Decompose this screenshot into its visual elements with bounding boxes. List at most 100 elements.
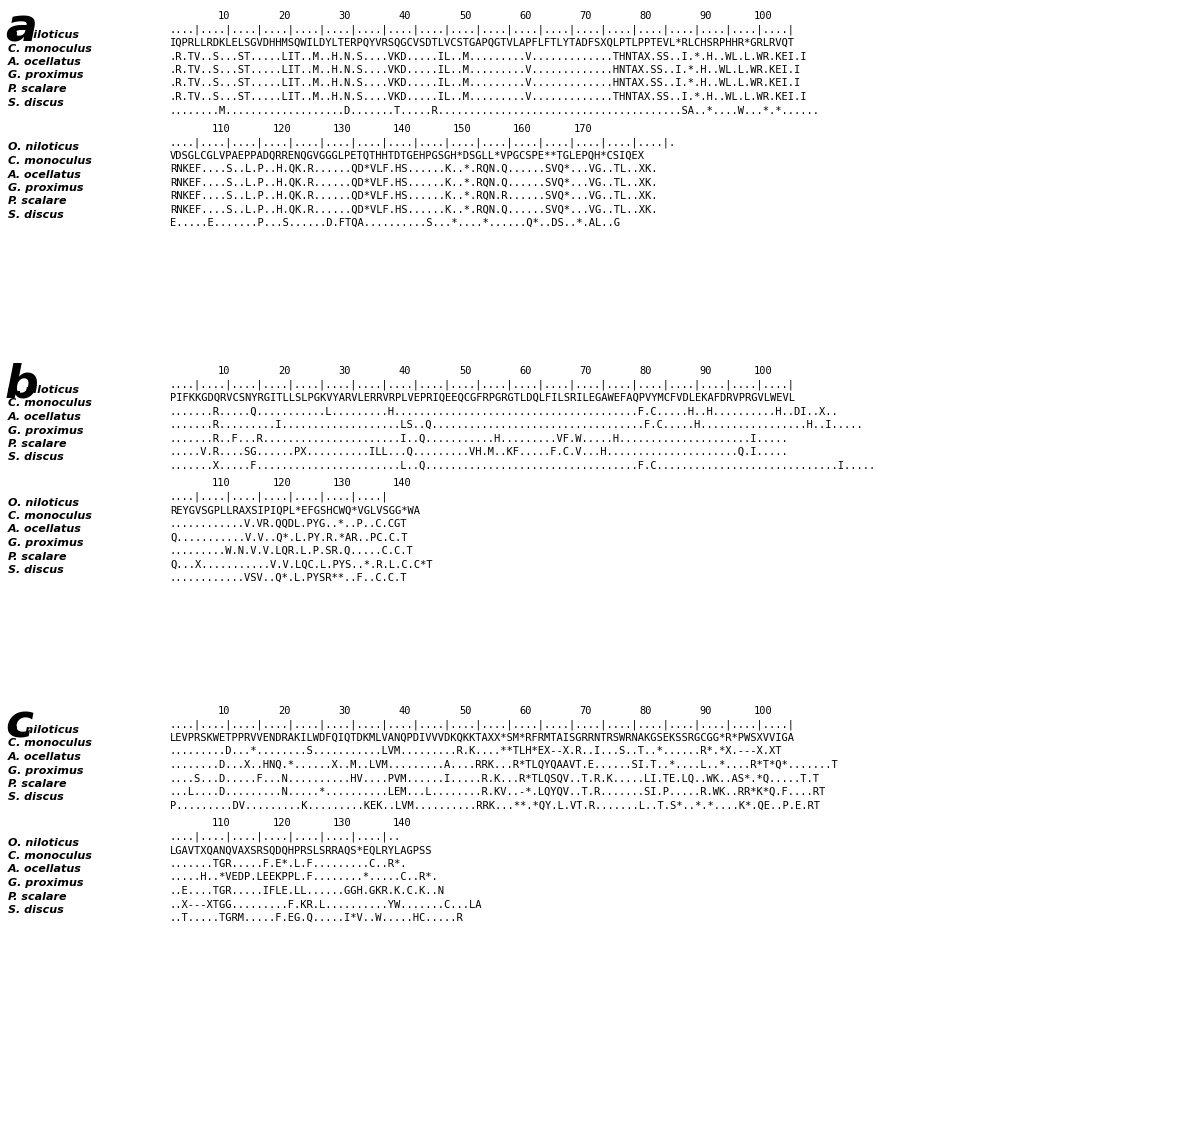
Text: 50: 50: [458, 365, 472, 376]
Text: 120: 120: [272, 123, 292, 133]
Text: 160: 160: [514, 123, 532, 133]
Text: 20: 20: [278, 706, 290, 716]
Text: .....H..*VEDP.LEEKPPL.F........*.....C..R*.: .....H..*VEDP.LEEKPPL.F........*.....C..…: [170, 872, 439, 882]
Text: 140: 140: [392, 478, 412, 488]
Text: P.........DV.........K.........KEK..LVM..........RRK...**.*QY.L.VT.R.......L..T.: P.........DV.........K.........KEK..LVM.…: [170, 801, 820, 811]
Text: RNKEF....S..L.P..H.QK.R......QD*VLF.HS......K..*.RQN.Q......SVQ*...VG..TL..XK.: RNKEF....S..L.P..H.QK.R......QD*VLF.HS..…: [170, 204, 658, 214]
Text: 80: 80: [640, 706, 652, 716]
Text: A. ocellatus: A. ocellatus: [8, 864, 82, 874]
Text: 40: 40: [398, 706, 412, 716]
Text: ....|....|....|....|....|....|....|....|....|....|....|....|....|....|....|....|: ....|....|....|....|....|....|....|....|…: [170, 25, 796, 35]
Text: 100: 100: [754, 706, 773, 716]
Text: ....|....|....|....|....|....|....|....|....|....|....|....|....|....|....|....|: ....|....|....|....|....|....|....|....|…: [170, 379, 796, 390]
Text: RNKEF....S..L.P..H.QK.R......QD*VLF.HS......K..*.RQN.R......SVQ*...VG..TL..XK.: RNKEF....S..L.P..H.QK.R......QD*VLF.HS..…: [170, 191, 658, 201]
Text: C. monoculus: C. monoculus: [8, 398, 92, 408]
Text: .......X.....F.......................L..Q..................................F.C..: .......X.....F.......................L..…: [170, 460, 876, 470]
Text: 130: 130: [332, 478, 352, 488]
Text: 130: 130: [332, 123, 352, 133]
Text: 10: 10: [218, 365, 230, 376]
Text: .........W.N.V.V.LQR.L.P.SR.Q.....C.C.T: .........W.N.V.V.LQR.L.P.SR.Q.....C.C.T: [170, 546, 414, 556]
Text: REYGVSGPLLRAXSIPIQPL*EFGSHCWQ*VGLVSGG*WA: REYGVSGPLLRAXSIPIQPL*EFGSHCWQ*VGLVSGG*WA: [170, 505, 420, 515]
Text: .R.TV..S...ST.....LIT..M..H.N.S....VKD.....IL..M.........V.............HNTAX.SS.: .R.TV..S...ST.....LIT..M..H.N.S....VKD..…: [170, 65, 802, 74]
Text: 40: 40: [398, 365, 412, 376]
Text: 50: 50: [458, 11, 472, 21]
Text: a: a: [5, 7, 37, 52]
Text: ....|....|....|....|....|....|....|: ....|....|....|....|....|....|....|: [170, 492, 389, 502]
Text: C. monoculus: C. monoculus: [8, 511, 92, 521]
Text: RNKEF....S..L.P..H.QK.R......QD*VLF.HS......K..*.RQN.Q......SVQ*...VG..TL..XK.: RNKEF....S..L.P..H.QK.R......QD*VLF.HS..…: [170, 164, 658, 174]
Text: 110: 110: [212, 123, 230, 133]
Text: P. scalare: P. scalare: [8, 439, 66, 449]
Text: 140: 140: [392, 819, 412, 828]
Text: S. discus: S. discus: [8, 905, 64, 915]
Text: P. scalare: P. scalare: [8, 779, 66, 788]
Text: 70: 70: [580, 365, 592, 376]
Text: C. monoculus: C. monoculus: [8, 156, 92, 166]
Text: ....S...D.....F...N..........HV....PVM......I.....R.K...R*TLQSQV..T.R.K.....LI.T: ....S...D.....F...N..........HV....PVM..…: [170, 774, 820, 784]
Text: ....|....|....|....|....|....|....|..: ....|....|....|....|....|....|....|..: [170, 832, 401, 843]
Text: 50: 50: [458, 706, 472, 716]
Text: C. monoculus: C. monoculus: [8, 851, 92, 861]
Text: LGAVTXQANQVAXSRSQDQHPRSLSRRAQS*EQLRYLAGPSS: LGAVTXQANQVAXSRSQDQHPRSLSRRAQS*EQLRYLAGP…: [170, 846, 432, 855]
Text: A. ocellatus: A. ocellatus: [8, 412, 82, 422]
Text: 90: 90: [700, 706, 713, 716]
Text: 60: 60: [520, 706, 532, 716]
Text: 120: 120: [272, 478, 292, 488]
Text: O. niloticus: O. niloticus: [8, 30, 79, 39]
Text: IQPRLLRDKLELSGVDHHMSQWILDYLTERPQYVRSQGCVSDTLVCSTGAPQGTVLAPFLFTLYTADFSXQLPTLPPTEV: IQPRLLRDKLELSGVDHHMSQWILDYLTERPQYVRSQGCV…: [170, 38, 796, 49]
Text: 110: 110: [212, 478, 230, 488]
Text: Q...X...........V.V.LQC.L.PYS..*.R.L.C.C*T: Q...X...........V.V.LQC.L.PYS..*.R.L.C.C…: [170, 559, 432, 570]
Text: 150: 150: [452, 123, 472, 133]
Text: 170: 170: [574, 123, 592, 133]
Text: ..T.....TGRM.....F.EG.Q.....I*V..W.....HC.....R: ..T.....TGRM.....F.EG.Q.....I*V..W.....H…: [170, 913, 463, 923]
Text: 60: 60: [520, 11, 532, 21]
Text: 60: 60: [520, 365, 532, 376]
Text: VDSGLCGLVPAEPPADQRRENQGVGGGLPETQTHHTDTGEHPGSGH*DSGLL*VPGCSPE**TGLEPQH*CSIQEX: VDSGLCGLVPAEPPADQRRENQGVGGGLPETQTHHTDTGE…: [170, 150, 646, 160]
Text: RNKEF....S..L.P..H.QK.R......QD*VLF.HS......K..*.RQN.Q......SVQ*...VG..TL..XK.: RNKEF....S..L.P..H.QK.R......QD*VLF.HS..…: [170, 177, 658, 187]
Text: .......R..F...R......................I..Q...........H.........VF.W.....H........: .......R..F...R......................I..…: [170, 433, 788, 443]
Text: 120: 120: [272, 819, 292, 828]
Text: E.....E.......P...S......D.FTQA..........S...*....*......Q*..DS..*.AL..G: E.....E.......P...S......D.FTQA.........…: [170, 218, 620, 228]
Text: 140: 140: [392, 123, 412, 133]
Text: .R.TV..S...ST.....LIT..M..H.N.S....VKD.....IL..M.........V.............THNTAX.SS: .R.TV..S...ST.....LIT..M..H.N.S....VKD..…: [170, 92, 808, 102]
Text: 90: 90: [700, 365, 713, 376]
Text: 20: 20: [278, 365, 290, 376]
Text: ........D...X..HNQ.*......X..M..LVM.........A....RRK...R*TLQYQAAVT.E......SI.T..: ........D...X..HNQ.*......X..M..LVM.....…: [170, 760, 839, 770]
Text: 70: 70: [580, 11, 592, 21]
Text: O. niloticus: O. niloticus: [8, 725, 79, 735]
Text: A. ocellatus: A. ocellatus: [8, 58, 82, 67]
Text: A. ocellatus: A. ocellatus: [8, 525, 82, 535]
Text: ..X---XTGG.........F.KR.L..........YW.......C...LA: ..X---XTGG.........F.KR.L..........YW...…: [170, 899, 482, 909]
Text: Q...........V.V..Q*.L.PY.R.*AR..PC.C.T: Q...........V.V..Q*.L.PY.R.*AR..PC.C.T: [170, 532, 408, 543]
Text: G. proximus: G. proximus: [8, 70, 84, 80]
Text: c: c: [5, 702, 34, 747]
Text: .......R.........I...................LS..Q..................................F.C.: .......R.........I...................LS.…: [170, 420, 864, 430]
Text: C. monoculus: C. monoculus: [8, 739, 92, 749]
Text: G. proximus: G. proximus: [8, 538, 84, 548]
Text: 100: 100: [754, 11, 773, 21]
Text: A. ocellatus: A. ocellatus: [8, 752, 82, 763]
Text: 130: 130: [332, 819, 352, 828]
Text: G. proximus: G. proximus: [8, 183, 84, 193]
Text: .....V.R....SG......PX..........ILL...Q.........VH.M..KF.....F.C.V...H..........: .....V.R....SG......PX..........ILL...Q.…: [170, 447, 788, 457]
Text: 80: 80: [640, 365, 652, 376]
Text: ...L....D.........N.....*..........LEM...L........R.KV..-*.LQYQV..T.R.......SI.P: ...L....D.........N.....*..........LEM..…: [170, 787, 827, 797]
Text: ............V.VR.QQDL.PYG..*..P..C.CGT: ............V.VR.QQDL.PYG..*..P..C.CGT: [170, 519, 408, 529]
Text: .........D...*........S...........LVM.........R.K....**TLH*EX--X.R..I...S..T..*.: .........D...*........S...........LVM...…: [170, 747, 782, 757]
Text: O. niloticus: O. niloticus: [8, 142, 79, 152]
Text: S. discus: S. discus: [8, 210, 64, 220]
Text: P. scalare: P. scalare: [8, 83, 66, 94]
Text: O. niloticus: O. niloticus: [8, 497, 79, 508]
Text: ....|....|....|....|....|....|....|....|....|....|....|....|....|....|....|....|: ....|....|....|....|....|....|....|....|…: [170, 720, 796, 730]
Text: 90: 90: [700, 11, 713, 21]
Text: 40: 40: [398, 11, 412, 21]
Text: 30: 30: [338, 706, 352, 716]
Text: 70: 70: [580, 706, 592, 716]
Text: C. monoculus: C. monoculus: [8, 44, 92, 53]
Text: P. scalare: P. scalare: [8, 196, 66, 206]
Text: O. niloticus: O. niloticus: [8, 385, 79, 395]
Text: .......TGR.....F.E*.L.F.........C..R*.: .......TGR.....F.E*.L.F.........C..R*.: [170, 860, 408, 869]
Text: 80: 80: [640, 11, 652, 21]
Text: .R.TV..S...ST.....LIT..M..H.N.S....VKD.....IL..M.........V.............HNTAX.SS.: .R.TV..S...ST.....LIT..M..H.N.S....VKD..…: [170, 79, 802, 88]
Text: 100: 100: [754, 365, 773, 376]
